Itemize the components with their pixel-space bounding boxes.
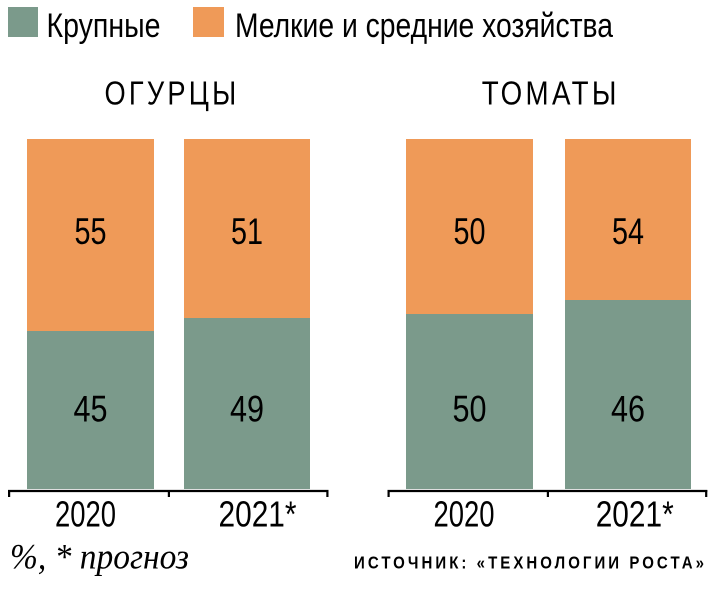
svg-text:Крупные: Крупные [47, 7, 161, 45]
svg-text:Мелкие и средние хозяйства: Мелкие и средние хозяйства [235, 7, 614, 45]
svg-text:50: 50 [453, 388, 487, 430]
svg-text:2021*: 2021* [219, 493, 297, 534]
svg-text:%, * прогноз: %, * прогноз [10, 537, 189, 577]
svg-text:ОГУРЦЫ: ОГУРЦЫ [105, 76, 240, 113]
svg-text:54: 54 [612, 210, 644, 252]
svg-text:55: 55 [75, 210, 107, 252]
svg-text:ТОМАТЫ: ТОМАТЫ [482, 76, 620, 113]
svg-text:49: 49 [230, 388, 264, 430]
svg-text:2020: 2020 [434, 493, 495, 534]
svg-text:50: 50 [454, 210, 486, 252]
svg-text:45: 45 [74, 388, 108, 430]
svg-text:2021*: 2021* [596, 493, 674, 534]
svg-text:51: 51 [231, 210, 263, 252]
svg-text:ИСТОЧНИК: «ТЕХНОЛОГИИ РОСТА»: ИСТОЧНИК: «ТЕХНОЛОГИИ РОСТА» [354, 552, 707, 572]
svg-text:2020: 2020 [55, 493, 116, 534]
svg-text:46: 46 [611, 388, 645, 430]
